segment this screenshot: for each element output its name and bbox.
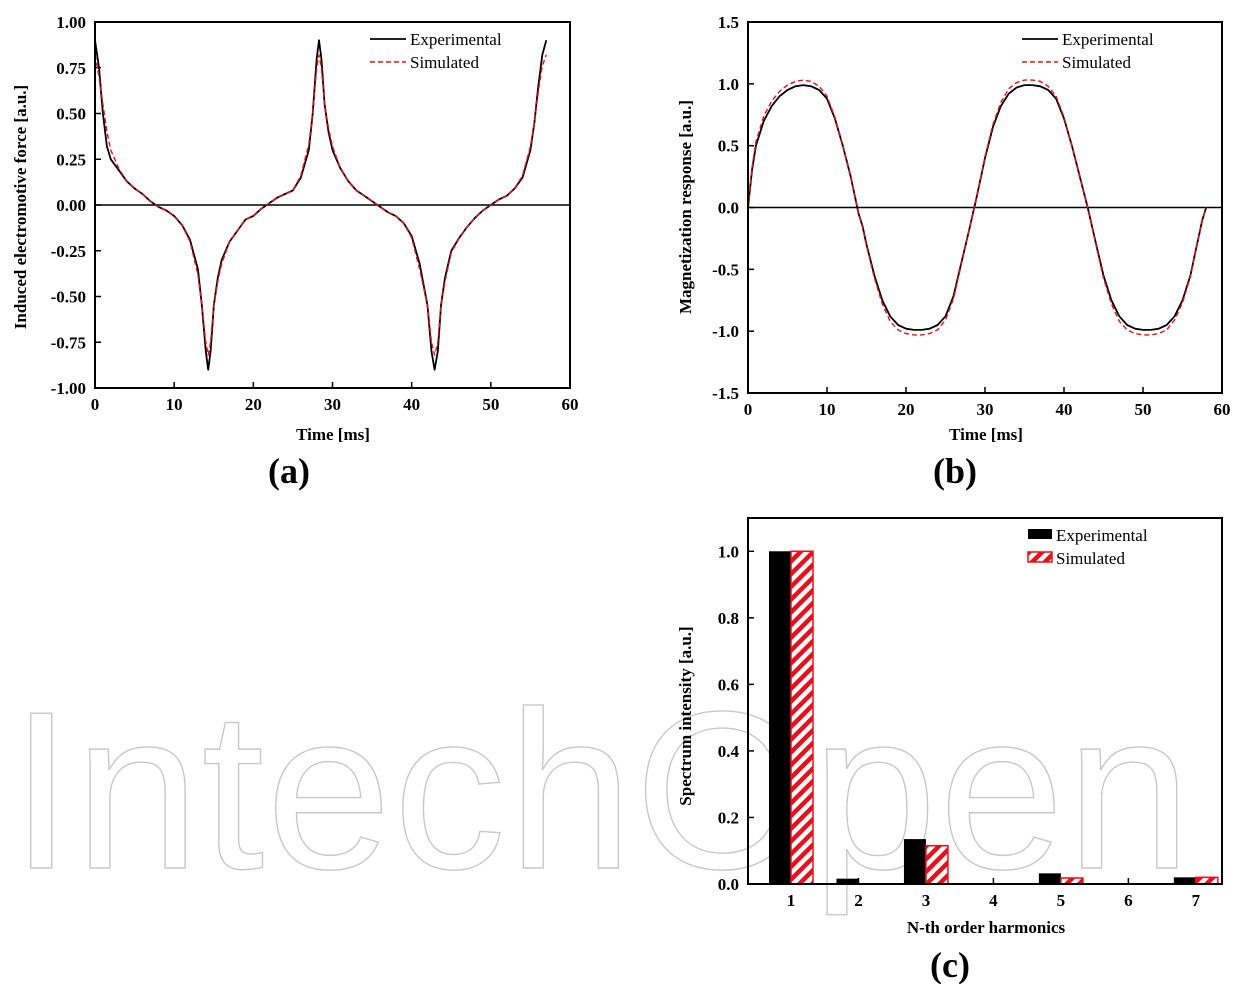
- chart-panel-b: 0 10 20 30 40 50 60 -1.5 -1.0 -0.5 0.0 0.5 1.0 1.5 Exp…: [676, 13, 1231, 491]
- plot-area-c: 0.0 0.2 0.4 0.6 0.8 1.0 1 2 3 4 5 6 7 Experimental Sim…: [718, 517, 1223, 910]
- x-tick-label-c: 6: [1124, 891, 1133, 910]
- x-tick-label-a: 40: [403, 395, 420, 414]
- y-tick-label-a: -0.75: [51, 333, 86, 352]
- x-tick-label-b: 30: [977, 400, 994, 419]
- bar-experimental: [836, 878, 859, 884]
- y-tick-label-b: 0.5: [718, 137, 739, 156]
- y-tick-label-b: -0.5: [712, 260, 739, 279]
- x-tick-label-c: 5: [1057, 891, 1066, 910]
- series-line-simulated-a: [94, 54, 547, 356]
- x-tick-label-b: 40: [1056, 400, 1073, 419]
- legend-label-b: Experimental: [1062, 30, 1154, 49]
- y-tick-label-c: 0.8: [718, 609, 739, 628]
- bar-experimental: [769, 551, 791, 884]
- x-tick-label-b: 50: [1135, 400, 1152, 419]
- x-tick-label-a: 10: [166, 395, 183, 414]
- y-tick-label-a: 0.00: [56, 196, 86, 215]
- y-tick-label-b: 0.0: [718, 199, 739, 218]
- x-tick-label-c: 2: [854, 891, 863, 910]
- y-tick-label-c: 0.2: [718, 808, 739, 827]
- y-tick-label-c: 0.6: [718, 675, 739, 694]
- x-tick-label-b: 60: [1214, 400, 1231, 419]
- x-axis-label-b: Time [ms]: [949, 425, 1023, 444]
- legend-label-a: Simulated: [410, 53, 479, 72]
- bar-experimental: [1038, 873, 1061, 884]
- x-tick-label-b: 10: [819, 400, 836, 419]
- plot-frame-a: [94, 21, 571, 389]
- x-tick-label-a: 30: [324, 395, 341, 414]
- y-axis-label-a: Induced electromotive force [a.u.]: [11, 85, 30, 329]
- y-tick-label-b: -1.0: [712, 322, 739, 341]
- x-tick-label-a: 0: [91, 395, 100, 414]
- x-tick-label-b: 0: [744, 400, 753, 419]
- plot-frame-b: [747, 21, 1223, 394]
- series-line-experimental-b: [747, 84, 1208, 331]
- x-tick-label-a: 50: [482, 395, 499, 414]
- legend-swatch-experimental: [1028, 529, 1052, 539]
- x-axis-label-c: N-th order harmonics: [907, 918, 1066, 937]
- y-tick-label-c: 1.0: [718, 542, 739, 561]
- y-tick-label-b: 1.5: [718, 13, 739, 32]
- legend-label-c: Simulated: [1056, 549, 1125, 568]
- legend-swatch-simulated: [1027, 551, 1053, 563]
- x-tick-label-c: 1: [787, 891, 796, 910]
- x-tick-label-b: 20: [898, 400, 915, 419]
- legend-label-b: Simulated: [1062, 53, 1131, 72]
- y-tick-label-c: 0.4: [718, 742, 740, 761]
- series-line-simulated-b: [747, 79, 1207, 336]
- chart-panel-a: 0 10 20 30 40 50 60 -1.00 -0.75 -0.50 -0.25 0.00 0.2…: [11, 13, 579, 491]
- x-tick-label-c: 7: [1192, 891, 1201, 910]
- y-tick-label-c: 0.0: [718, 875, 739, 894]
- y-axis-label-c: Spectrum intensity [a.u.]: [676, 626, 695, 805]
- y-tick-label-a: -0.50: [51, 288, 86, 307]
- y-tick-label-b: -1.5: [712, 384, 739, 403]
- plot-frame-c: [747, 517, 1223, 885]
- x-tick-label-a: 20: [245, 395, 262, 414]
- x-tick-label-c: 3: [922, 891, 931, 910]
- panel-label-c: (c): [930, 945, 970, 984]
- x-axis-label-a: Time [ms]: [296, 425, 370, 444]
- bar-simulated: [925, 844, 949, 885]
- y-tick-label-a: 0.50: [56, 105, 86, 124]
- y-tick-label-a: -1.00: [51, 379, 86, 398]
- legend-label-c: Experimental: [1056, 526, 1148, 545]
- x-tick-label-a: 60: [562, 395, 579, 414]
- y-axis-label-b: Magnetization response [a.u.]: [676, 100, 695, 314]
- y-tick-label-a: 0.75: [56, 59, 86, 78]
- plot-area-b: 0 10 20 30 40 50 60 -1.5 -1.0 -0.5 0.0 0.5 1.0 1.5 Exp…: [712, 13, 1230, 419]
- bar-simulated: [790, 550, 814, 885]
- bar-experimental: [903, 839, 926, 884]
- panel-label-a: (a): [268, 451, 310, 491]
- plot-area-a: 0 10 20 30 40 50 60 -1.00 -0.75 -0.50 -0.25 0.00 0.2…: [51, 13, 579, 414]
- y-tick-label-a: 1.00: [56, 13, 86, 32]
- y-tick-label-b: 1.0: [718, 75, 739, 94]
- y-tick-label-a: -0.25: [51, 242, 86, 261]
- x-tick-label-c: 4: [989, 891, 998, 910]
- legend-label-a: Experimental: [410, 30, 502, 49]
- chart-panel-c: 0.0 0.2 0.4 0.6 0.8 1.0 1 2 3 4 5 6 7 Experimental Sim…: [676, 517, 1223, 984]
- bar-experimental: [1173, 877, 1196, 884]
- y-tick-label-a: 0.25: [56, 150, 86, 169]
- panel-label-b: (b): [933, 451, 977, 491]
